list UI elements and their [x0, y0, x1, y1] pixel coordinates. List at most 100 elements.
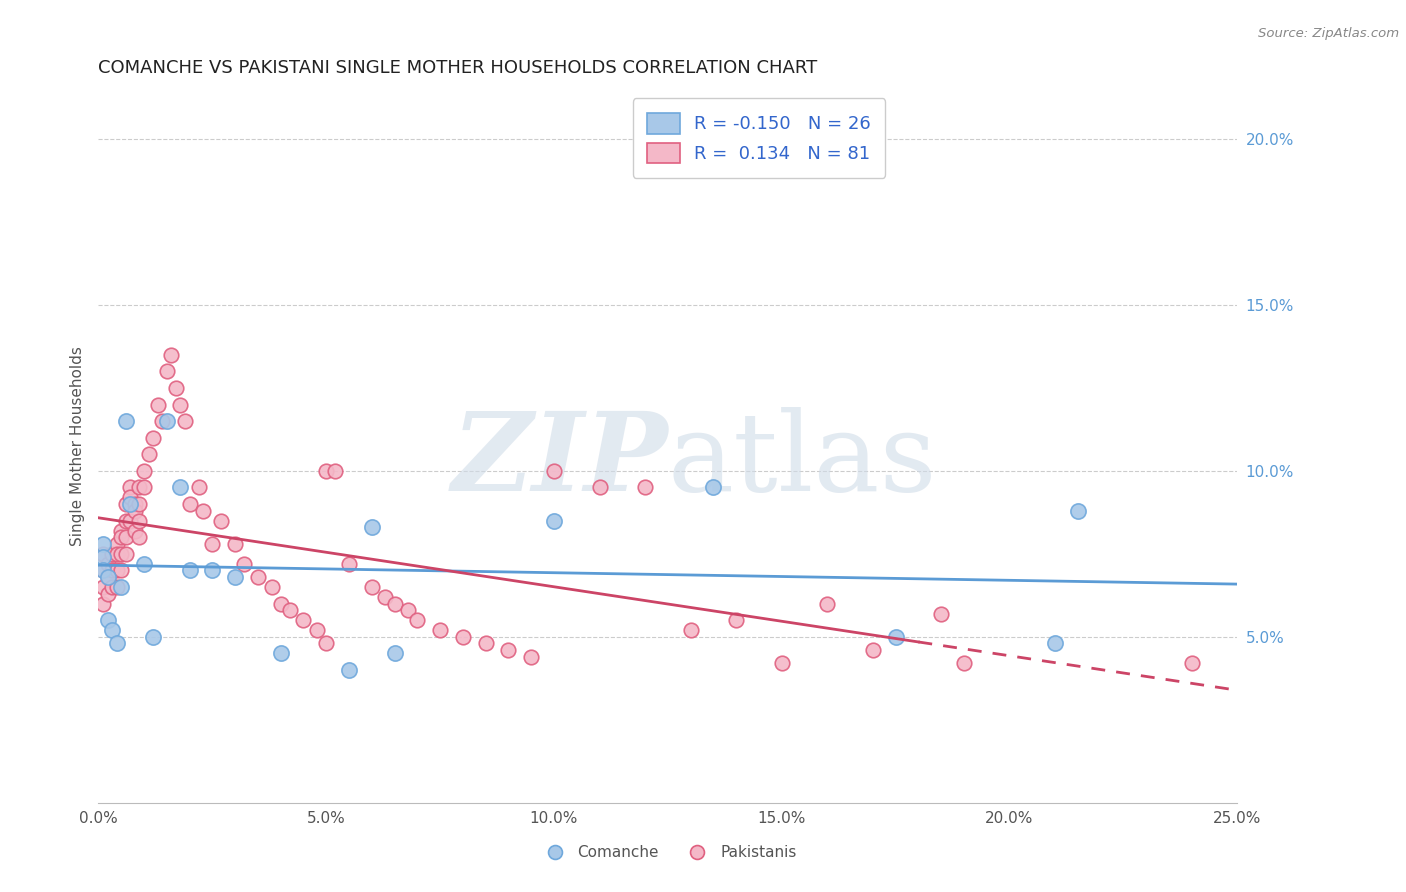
Point	[105, 580, 128, 594]
Point	[374, 590, 396, 604]
Point	[702, 481, 724, 495]
Point	[101, 624, 124, 638]
Point	[429, 624, 451, 638]
Point	[451, 630, 474, 644]
Point	[360, 580, 382, 594]
Text: COMANCHE VS PAKISTANI SINGLE MOTHER HOUSEHOLDS CORRELATION CHART: COMANCHE VS PAKISTANI SINGLE MOTHER HOUS…	[98, 59, 818, 77]
Point	[725, 613, 748, 627]
Point	[209, 514, 232, 528]
Point	[96, 557, 118, 571]
Point	[1067, 504, 1090, 518]
Point	[110, 524, 132, 538]
Point	[96, 570, 118, 584]
Point	[224, 570, 246, 584]
Point	[307, 624, 329, 638]
Point	[114, 547, 136, 561]
Point	[406, 613, 429, 627]
Point	[187, 481, 209, 495]
Point	[128, 514, 150, 528]
Point	[114, 514, 136, 528]
Point	[96, 587, 118, 601]
Point	[150, 414, 173, 428]
Point	[384, 597, 406, 611]
Point	[323, 464, 346, 478]
Point	[474, 636, 496, 650]
Point	[169, 397, 191, 411]
Text: ZIP: ZIP	[451, 407, 668, 514]
Point	[224, 537, 246, 551]
Point	[96, 613, 118, 627]
Point	[91, 580, 114, 594]
Point	[142, 431, 165, 445]
Text: Source: ZipAtlas.com: Source: ZipAtlas.com	[1258, 27, 1399, 40]
Point	[105, 564, 128, 578]
Point	[315, 464, 337, 478]
Point	[520, 649, 543, 664]
Point	[128, 497, 150, 511]
Point	[246, 570, 269, 584]
Point	[169, 481, 191, 495]
Point	[360, 520, 382, 534]
Point	[337, 557, 360, 571]
Point	[260, 580, 283, 594]
Point	[953, 657, 976, 671]
Point	[132, 481, 155, 495]
Legend: Comanche, Pakistanis: Comanche, Pakistanis	[533, 839, 803, 866]
Point	[201, 537, 224, 551]
Point	[101, 564, 124, 578]
Point	[142, 630, 165, 644]
Point	[498, 643, 520, 657]
Point	[156, 414, 179, 428]
Point	[156, 364, 179, 378]
Point	[384, 647, 406, 661]
Point	[114, 414, 136, 428]
Point	[128, 530, 150, 544]
Point	[588, 481, 610, 495]
Y-axis label: Single Mother Households: Single Mother Households	[70, 346, 86, 546]
Point	[101, 547, 124, 561]
Point	[270, 647, 292, 661]
Point	[120, 491, 142, 505]
Point	[96, 570, 118, 584]
Point	[165, 381, 187, 395]
Point	[91, 564, 114, 578]
Point	[91, 550, 114, 565]
Point	[179, 564, 201, 578]
Point	[179, 497, 201, 511]
Point	[132, 464, 155, 478]
Point	[1181, 657, 1204, 671]
Point	[110, 530, 132, 544]
Point	[884, 630, 907, 644]
Point	[543, 464, 565, 478]
Point	[396, 603, 419, 617]
Point	[201, 564, 224, 578]
Point	[105, 547, 128, 561]
Point	[124, 497, 146, 511]
Point	[120, 497, 142, 511]
Point	[337, 663, 360, 677]
Point	[114, 530, 136, 544]
Point	[110, 580, 132, 594]
Point	[114, 497, 136, 511]
Point	[770, 657, 793, 671]
Point	[110, 564, 132, 578]
Text: atlas: atlas	[668, 407, 938, 514]
Point	[815, 597, 838, 611]
Point	[270, 597, 292, 611]
Point	[105, 636, 128, 650]
Point	[124, 524, 146, 538]
Point	[91, 597, 114, 611]
Point	[146, 397, 169, 411]
Point	[91, 547, 114, 561]
Point	[124, 504, 146, 518]
Point	[120, 481, 142, 495]
Point	[634, 481, 657, 495]
Point	[292, 613, 315, 627]
Point	[132, 557, 155, 571]
Point	[110, 547, 132, 561]
Point	[101, 580, 124, 594]
Point	[193, 504, 215, 518]
Point	[929, 607, 952, 621]
Point	[91, 537, 114, 551]
Point	[120, 514, 142, 528]
